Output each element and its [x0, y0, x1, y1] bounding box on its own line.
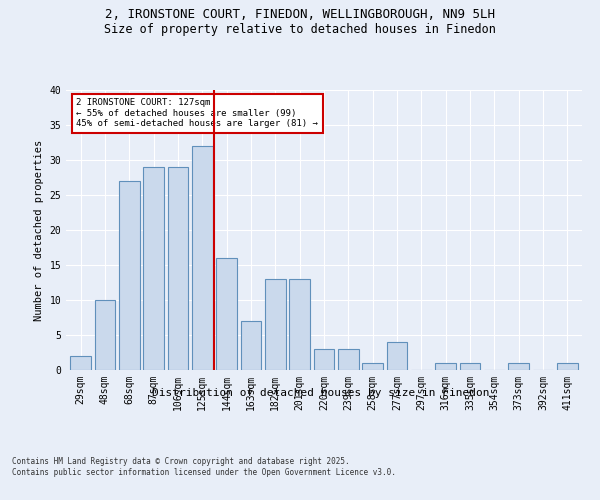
- Bar: [241, 321, 262, 370]
- Bar: [508, 363, 529, 370]
- Text: Distribution of detached houses by size in Finedon: Distribution of detached houses by size …: [152, 388, 490, 398]
- Bar: [362, 363, 383, 370]
- Bar: [314, 349, 334, 370]
- Text: Contains HM Land Registry data © Crown copyright and database right 2025.
Contai: Contains HM Land Registry data © Crown c…: [12, 458, 396, 477]
- Bar: [386, 342, 407, 370]
- Bar: [265, 279, 286, 370]
- Bar: [289, 279, 310, 370]
- Bar: [143, 167, 164, 370]
- Bar: [460, 363, 481, 370]
- Bar: [95, 300, 115, 370]
- Bar: [216, 258, 237, 370]
- Bar: [119, 181, 140, 370]
- Bar: [557, 363, 578, 370]
- Bar: [338, 349, 359, 370]
- Text: Size of property relative to detached houses in Finedon: Size of property relative to detached ho…: [104, 22, 496, 36]
- Bar: [436, 363, 456, 370]
- Bar: [70, 356, 91, 370]
- Bar: [167, 167, 188, 370]
- Text: 2, IRONSTONE COURT, FINEDON, WELLINGBOROUGH, NN9 5LH: 2, IRONSTONE COURT, FINEDON, WELLINGBORO…: [105, 8, 495, 20]
- Bar: [192, 146, 212, 370]
- Y-axis label: Number of detached properties: Number of detached properties: [34, 140, 44, 320]
- Text: 2 IRONSTONE COURT: 127sqm
← 55% of detached houses are smaller (99)
45% of semi-: 2 IRONSTONE COURT: 127sqm ← 55% of detac…: [76, 98, 318, 128]
